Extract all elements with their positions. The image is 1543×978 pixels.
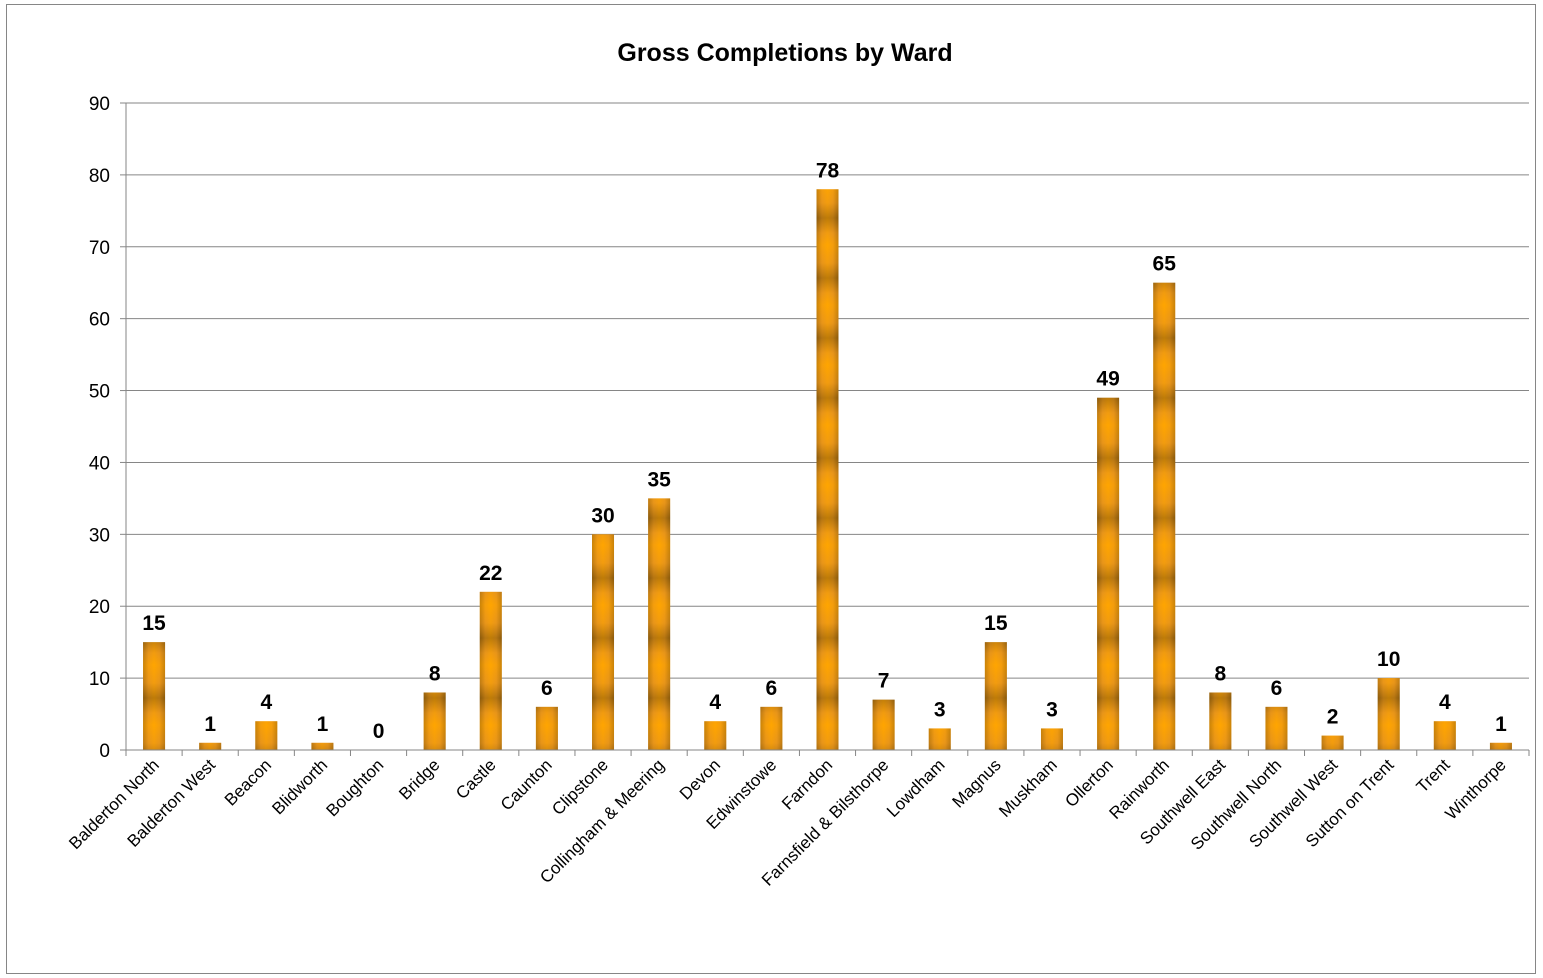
bar xyxy=(1377,678,1400,750)
data-label: 4 xyxy=(709,691,721,714)
y-tick-label: 80 xyxy=(89,166,110,187)
y-tick-label: 10 xyxy=(89,669,110,690)
x-tick-label: Blidworth xyxy=(268,755,331,818)
axes xyxy=(125,103,1529,751)
bar xyxy=(984,642,1007,750)
y-axis-ticks: 0 10 20 30 40 50 60 70 80 90 xyxy=(89,94,126,762)
bars xyxy=(143,189,1512,750)
bar xyxy=(816,189,839,750)
bar xyxy=(928,728,951,750)
data-label: 2 xyxy=(1327,706,1339,729)
data-label: 49 xyxy=(1096,368,1119,391)
bar xyxy=(1153,282,1176,750)
data-label: 6 xyxy=(541,677,553,700)
x-tick-label: Trent xyxy=(1413,755,1454,796)
bar-chart: Gross Completions by Ward 01020304050607… xyxy=(65,39,1530,890)
y-tick-label: 90 xyxy=(89,94,110,115)
data-label: 1 xyxy=(204,713,216,736)
y-tick-label: 0 xyxy=(99,741,110,762)
x-tick-label: Ollerton xyxy=(1061,755,1117,811)
x-tick-label: Magnus xyxy=(948,755,1004,811)
x-tick-label: Muskham xyxy=(995,755,1061,821)
data-label: 0 xyxy=(373,720,385,743)
bar xyxy=(704,721,727,750)
bar xyxy=(535,706,558,750)
x-tick-label: Farndon xyxy=(778,755,836,813)
data-label: 65 xyxy=(1153,253,1177,276)
bar xyxy=(592,534,615,750)
y-tick-label: 70 xyxy=(89,238,110,259)
x-tick-label: Beacon xyxy=(221,755,275,809)
y-tick-label: 60 xyxy=(89,310,110,331)
data-label: 8 xyxy=(1214,662,1226,685)
bar xyxy=(1097,397,1120,750)
x-tick-label: Castle xyxy=(452,755,500,803)
bar xyxy=(311,742,334,750)
x-tick-label: Lowdham xyxy=(883,755,949,821)
bar xyxy=(1209,692,1232,750)
data-label: 30 xyxy=(591,504,614,527)
bar xyxy=(872,699,895,750)
chart-title: Gross Completions by Ward xyxy=(617,39,952,67)
data-label: 3 xyxy=(1046,698,1058,721)
bar xyxy=(1321,735,1344,750)
data-label: 35 xyxy=(647,468,671,491)
y-tick-label: 50 xyxy=(89,382,110,403)
bar xyxy=(423,692,446,750)
data-label: 78 xyxy=(816,159,840,182)
data-label: 15 xyxy=(142,612,166,635)
x-tick-label: Boughton xyxy=(322,755,387,820)
x-tick-label: Bridge xyxy=(395,755,443,803)
data-label: 8 xyxy=(429,662,441,685)
data-label: 7 xyxy=(878,670,890,693)
data-label: 6 xyxy=(766,677,778,700)
bar xyxy=(1433,721,1456,750)
data-label: 1 xyxy=(317,713,329,736)
x-tick-label: Caunton xyxy=(497,755,556,814)
bar xyxy=(1489,742,1512,750)
data-label: 6 xyxy=(1271,677,1283,700)
x-tick-label: Winthorpe xyxy=(1442,755,1510,823)
data-label: 10 xyxy=(1377,648,1400,671)
data-label: 3 xyxy=(934,698,946,721)
bar xyxy=(1040,728,1063,750)
bar xyxy=(1265,706,1288,750)
bar xyxy=(143,642,166,750)
data-label: 15 xyxy=(984,612,1008,635)
bar xyxy=(479,591,502,750)
data-label: 22 xyxy=(479,562,502,585)
y-tick-label: 20 xyxy=(89,597,110,618)
bar xyxy=(648,498,671,750)
bar xyxy=(760,706,783,750)
chart-frame: Gross Completions by Ward 0 10 20 30 40 50 60 7… xyxy=(6,4,1536,974)
y-tick-label: 30 xyxy=(89,525,110,546)
bar xyxy=(255,721,278,750)
y-tick-label: 40 xyxy=(89,453,110,474)
x-tick-label: Devon xyxy=(676,755,724,803)
data-label: 1 xyxy=(1495,713,1507,736)
data-label: 4 xyxy=(260,691,272,714)
bar xyxy=(199,742,222,750)
data-label: 4 xyxy=(1439,691,1451,714)
